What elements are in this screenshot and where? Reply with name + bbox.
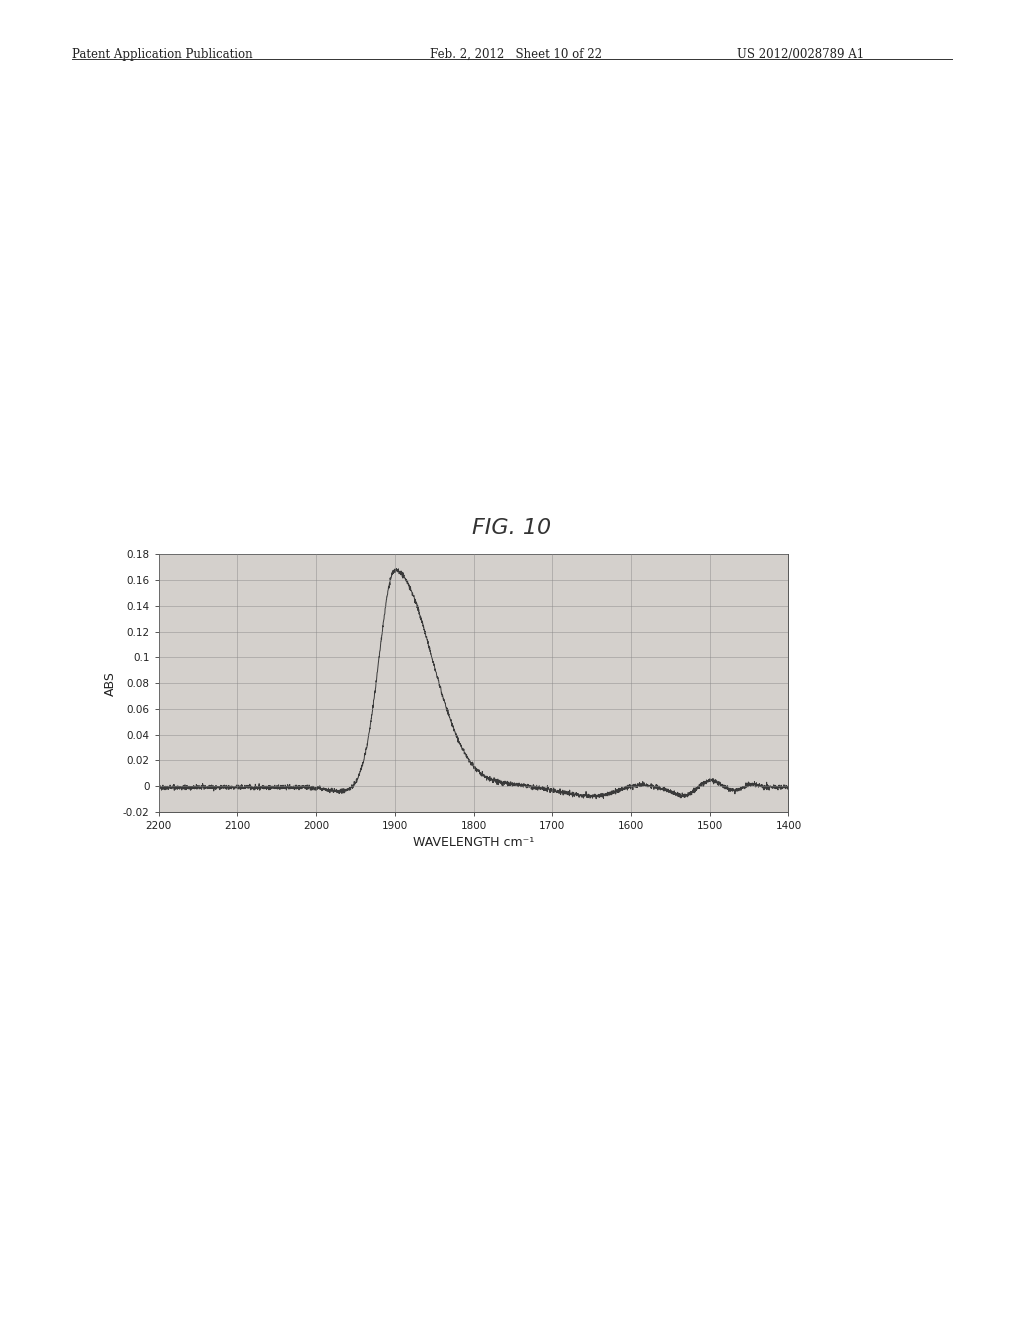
Text: US 2012/0028789 A1: US 2012/0028789 A1 xyxy=(737,48,864,61)
Text: Feb. 2, 2012   Sheet 10 of 22: Feb. 2, 2012 Sheet 10 of 22 xyxy=(430,48,602,61)
Text: FIG. 10: FIG. 10 xyxy=(472,517,552,539)
X-axis label: WAVELENGTH cm⁻¹: WAVELENGTH cm⁻¹ xyxy=(413,837,535,849)
Y-axis label: ABS: ABS xyxy=(104,671,118,696)
Text: Patent Application Publication: Patent Application Publication xyxy=(72,48,252,61)
